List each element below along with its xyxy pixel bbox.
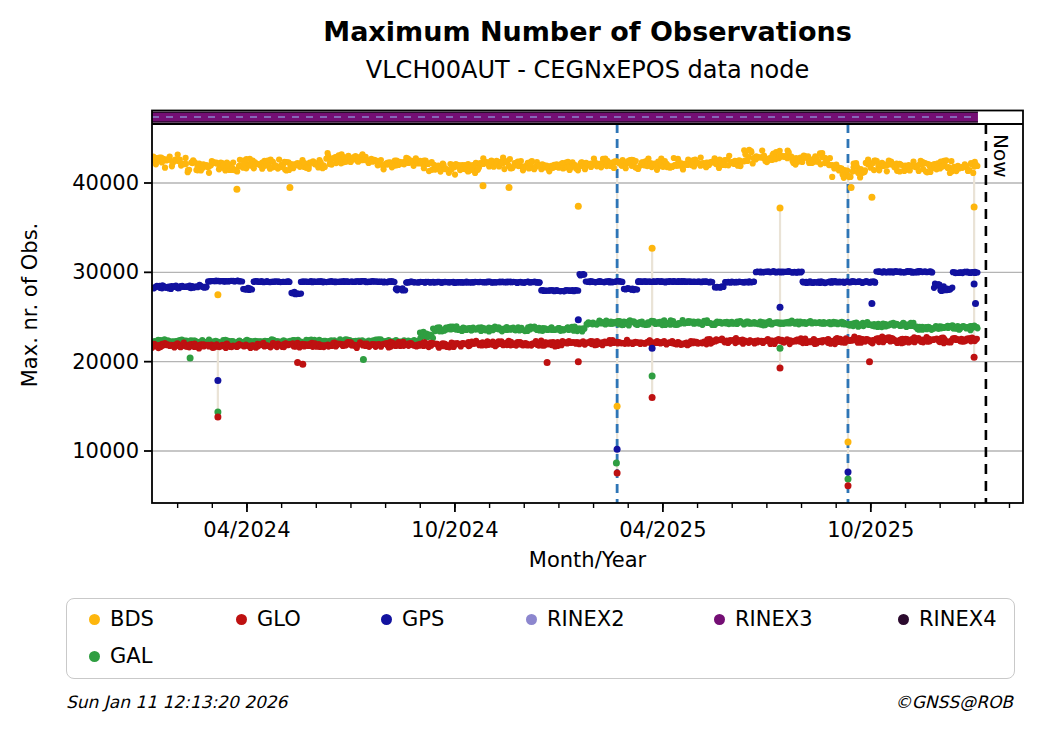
legend-label: BDS	[110, 607, 154, 631]
rinex-bar	[152, 112, 978, 122]
legend-label: GPS	[402, 607, 444, 631]
series-bds	[149, 147, 981, 446]
x-tick-label: 04/2025	[619, 518, 706, 542]
x-tick-label: 10/2025	[827, 518, 914, 542]
legend-item-gps: GPS	[381, 607, 444, 631]
legend-marker-gps	[381, 614, 392, 625]
legend-label: RINEX2	[547, 607, 625, 631]
series-gps	[149, 268, 981, 476]
legend-marker-rinex4	[898, 614, 909, 625]
legend-marker-rinex3	[714, 614, 725, 625]
legend-item-rinex2: RINEX2	[526, 607, 625, 631]
y-tick-label: 40000	[72, 171, 139, 195]
legend-label: GLO	[257, 607, 301, 631]
legend-item-gal: GAL	[89, 644, 152, 668]
legend-label: RINEX3	[735, 607, 813, 631]
now-label: Now	[989, 134, 1013, 178]
legend-marker-glo	[236, 614, 247, 625]
x-axis-label: Month/Year	[152, 548, 1023, 572]
y-tick-label: 10000	[72, 439, 139, 463]
axis-ticks: 04/2024 10/2024 04/2025 10/2025 10000 20000 30…	[72, 171, 1009, 542]
legend: BDS GLO GPS RINEX2 RINEX3 RINEX4 GAL	[66, 598, 1015, 679]
y-tick-label: 30000	[72, 260, 139, 284]
credit-text: ©GNSS@ROB	[895, 692, 1013, 712]
legend-item-rinex3: RINEX3	[714, 607, 813, 631]
y-tick-label: 20000	[72, 350, 139, 374]
timestamp-text: Sun Jan 11 12:13:20 2026	[66, 692, 287, 712]
legend-item-rinex4: RINEX4	[898, 607, 997, 631]
gridlines	[152, 183, 1023, 451]
legend-marker-bds	[89, 614, 100, 625]
series-glo	[149, 334, 980, 490]
legend-item-glo: GLO	[236, 607, 301, 631]
legend-marker-rinex2	[526, 614, 537, 625]
legend-marker-gal	[89, 651, 100, 662]
legend-label: RINEX4	[919, 607, 997, 631]
now-line: Now	[986, 124, 1013, 503]
scatter-points	[149, 147, 981, 490]
legend-label: GAL	[110, 644, 152, 668]
x-tick-label: 04/2024	[203, 518, 290, 542]
legend-item-bds: BDS	[89, 607, 154, 631]
figure: Maximum Number of Observations VLCH00AUT…	[0, 0, 1040, 734]
x-tick-label: 10/2024	[411, 518, 498, 542]
